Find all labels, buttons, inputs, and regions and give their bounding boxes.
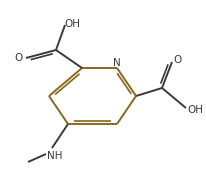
Text: OH: OH (64, 19, 80, 29)
Text: O: O (174, 55, 182, 65)
Text: NH: NH (47, 151, 63, 161)
Text: O: O (15, 53, 23, 63)
Text: OH: OH (187, 105, 203, 115)
Text: N: N (113, 58, 121, 68)
